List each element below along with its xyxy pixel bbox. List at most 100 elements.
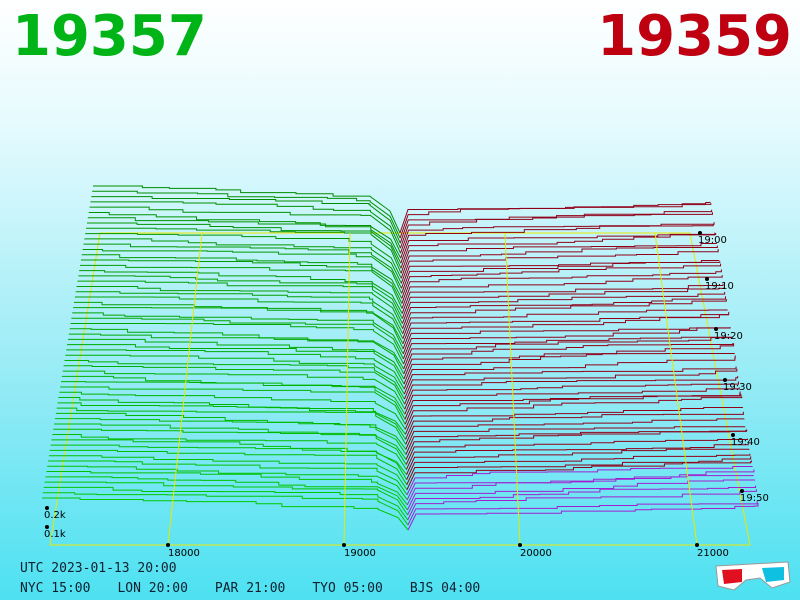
bid-depth-line [73,307,404,349]
ask-depth-line [405,438,748,465]
ask-depth-line [400,232,716,264]
bid-price: 19357 [12,4,207,69]
depth-tick [45,525,49,529]
ask-depth-line [404,381,739,410]
bid-depth-line [64,360,405,400]
ask-depth-line [403,353,735,385]
ask-depth-line [401,263,722,299]
ask-price: 19359 [597,4,792,69]
bid-depth-line [46,471,408,506]
bid-depth-line [89,206,401,254]
ask-depth-line [401,260,720,289]
clock: NYC 15:00 [20,581,91,596]
price-tick [342,543,346,547]
ask-depth-line [402,311,730,349]
bid-depth-line [85,233,402,279]
ask-depth-line [400,245,718,279]
floor-line [343,232,351,546]
bid-depth-line [67,344,405,385]
clock: BJS 04:00 [409,581,481,596]
bid-depth-line [83,243,402,289]
bid-depth-line [42,497,409,531]
price-tick-label: 21000 [697,548,729,559]
ask-depth-line [403,366,737,395]
ask-depth-line [402,298,727,334]
ask-depth-line [404,368,738,400]
ask-depth-line [399,203,712,239]
bid-depth-line [48,460,408,496]
time-tick [714,327,718,331]
depth-tick-label: 0.2k [44,510,66,521]
ask-depth-line [402,327,731,354]
ask-depth-line [403,355,736,390]
ask-depth-line [407,500,758,526]
bid-depth-line [84,238,402,284]
3d-glasses-icon[interactable] [712,558,792,598]
bid-depth-line [59,391,406,430]
bid-depth-line [77,280,403,324]
bid-depth-line [81,254,403,299]
ask-depth-line [401,269,722,304]
bid-depth-line [58,397,406,435]
ask-depth-line [404,391,741,420]
bid-depth-line [48,455,408,491]
ask-depth-line [405,418,745,445]
ask-depth-line [399,212,713,249]
floor-outline [49,232,751,546]
bid-depth-line [76,285,404,329]
time-tick-label: 19:20 [714,331,743,342]
time-tick [705,277,709,281]
ask-depth-line [406,456,752,485]
bid-depth-line [68,333,405,375]
ask-depth-line [404,376,739,405]
bid-depth-line [88,211,402,259]
bid-depth-line [72,312,404,355]
bid-depth-line [66,349,405,390]
bid-depth-line [62,370,406,410]
bid-depth-line [71,317,404,360]
ask-depth-line [403,336,733,370]
bid-depth-line [55,412,407,450]
ask-depth-line [401,291,726,324]
ask-depth-line [402,327,731,360]
clock: TYO 05:00 [312,581,383,596]
ask-depth-line [406,448,750,475]
time-tick [723,378,727,382]
bid-depth-line [80,259,403,304]
utc-time: UTC 2023-01-13 20:00 [20,561,177,576]
ask-depth-line [406,465,753,495]
ask-depth-line [404,406,744,435]
bid-depth-line [42,492,409,526]
ask-depth-line [400,222,715,259]
bid-depth-line [54,418,407,455]
bid-depth-line [67,338,405,380]
price-tick [166,543,170,547]
ask-depth-line [407,503,759,531]
ask-depth-line [404,396,743,430]
ask-depth-line [407,479,756,511]
ask-depth-line [407,489,757,521]
bid-depth-line [56,407,407,445]
bid-depth-line [86,222,402,269]
ask-depth-line [401,275,723,309]
ask-depth-line [407,485,757,516]
ask-depth-line [401,261,721,294]
ask-depth-line [400,243,718,274]
price-tick-label: 20000 [520,548,552,559]
ask-depth-line [403,343,735,380]
bid-depth-line [74,296,404,339]
ask-depth-line [403,343,734,375]
ask-depth-line [400,249,719,284]
floor-line [167,232,203,546]
price-tick [518,543,522,547]
bid-depth-line [90,201,401,249]
ask-depth-line [405,411,744,440]
bid-depth-line [47,465,408,501]
bid-depth-line [50,444,408,480]
bid-depth-line [52,434,407,470]
bid-depth-line [57,402,406,440]
ask-depth-line [402,296,726,329]
bid-depth-line [53,428,407,465]
ask-depth-line [406,469,755,506]
